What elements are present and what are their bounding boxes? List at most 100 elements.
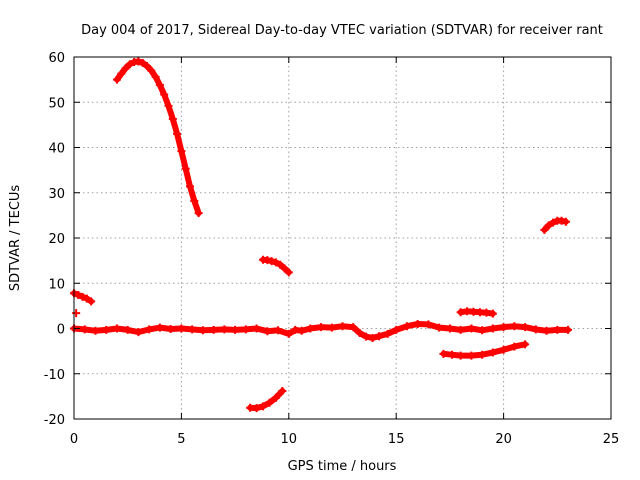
series-arc-morning xyxy=(112,57,203,218)
series-seg-late-low xyxy=(439,340,530,360)
data-point xyxy=(317,323,326,332)
data-point xyxy=(368,334,377,343)
data-point xyxy=(147,66,156,75)
y-tick-labels: -20 -10 0 10 20 30 40 50 60 xyxy=(44,51,65,428)
series-seg-mid xyxy=(259,255,293,277)
x-tick-label: 0 xyxy=(70,432,78,447)
data-point xyxy=(531,325,540,334)
y-tick-label: 10 xyxy=(48,277,65,292)
data-point xyxy=(123,325,132,334)
x-tick-labels: 0 5 10 15 20 25 xyxy=(70,432,619,447)
data-point xyxy=(125,60,134,69)
data-point xyxy=(177,147,186,156)
chart-title: Day 004 of 2017, Sidereal Day-to-day VTE… xyxy=(81,23,603,38)
y-tick-label: 0 xyxy=(57,323,65,338)
data-point xyxy=(561,217,570,226)
series-baseline xyxy=(70,319,573,343)
data-point xyxy=(112,75,121,84)
data-point xyxy=(448,350,457,359)
x-tick-label: 10 xyxy=(281,432,298,447)
data-point xyxy=(510,322,519,331)
data-point xyxy=(297,326,306,335)
data-point xyxy=(263,327,272,336)
data-point xyxy=(155,81,164,90)
data-point xyxy=(151,72,160,81)
data-point xyxy=(284,268,293,277)
data-point xyxy=(338,322,347,331)
data-point xyxy=(499,323,508,332)
data-point xyxy=(467,324,476,333)
data-point xyxy=(488,309,497,318)
data-point xyxy=(138,58,147,67)
x-tick-label: 20 xyxy=(495,432,512,447)
data-point xyxy=(402,322,411,331)
x-tick-label: 25 xyxy=(603,432,620,447)
series-dot-early xyxy=(72,309,81,318)
data-point xyxy=(271,258,280,267)
data-point xyxy=(241,325,250,334)
data-point xyxy=(375,332,384,341)
data-point xyxy=(355,329,364,338)
data-point xyxy=(145,325,154,334)
data-point xyxy=(549,218,558,227)
data-point xyxy=(456,325,465,334)
data-point xyxy=(173,129,182,138)
series-seg-late-mid xyxy=(456,307,497,318)
data-point xyxy=(188,325,197,334)
axes-frame xyxy=(73,56,612,420)
data-point xyxy=(252,324,261,333)
series-seg-dip xyxy=(246,386,287,413)
y-tick-label: 30 xyxy=(48,187,65,202)
y-tick-label: 60 xyxy=(48,51,65,66)
data-point xyxy=(220,325,229,334)
data-point xyxy=(280,264,289,273)
data-point xyxy=(540,225,549,234)
data-point xyxy=(542,326,551,335)
data-point xyxy=(82,294,91,303)
data-point xyxy=(435,323,444,332)
data-point xyxy=(553,325,562,334)
grid-lines xyxy=(74,57,611,419)
data-point xyxy=(362,332,371,341)
data-point xyxy=(185,182,194,191)
data-point xyxy=(278,386,287,395)
data-point xyxy=(284,329,293,338)
data-point xyxy=(231,325,240,334)
y-tick-label: 20 xyxy=(48,232,65,247)
y-tick-label: -10 xyxy=(44,368,65,383)
data-point xyxy=(488,324,497,333)
data-point xyxy=(181,164,190,173)
data-point xyxy=(274,326,283,335)
data-point xyxy=(439,349,448,358)
data-point xyxy=(478,326,487,335)
data-point xyxy=(259,402,268,411)
ticks xyxy=(73,56,612,420)
data-point xyxy=(392,325,401,334)
x-tick-label: 5 xyxy=(177,432,185,447)
data-point xyxy=(160,90,169,99)
data-point xyxy=(383,329,392,338)
data-point xyxy=(499,345,508,354)
data-point xyxy=(194,209,203,218)
data-point xyxy=(72,309,81,318)
data-point xyxy=(112,324,121,333)
y-tick-label: 50 xyxy=(48,96,65,111)
plot-area xyxy=(70,57,573,413)
data-point xyxy=(102,325,111,334)
data-point xyxy=(521,340,530,349)
data-point xyxy=(456,351,465,360)
data-point xyxy=(121,64,130,73)
data-point xyxy=(478,350,487,359)
data-point xyxy=(164,101,173,110)
data-point xyxy=(198,326,207,335)
data-point xyxy=(74,291,83,300)
data-point xyxy=(117,69,126,78)
data-point xyxy=(209,325,218,334)
data-point xyxy=(267,257,276,266)
data-point xyxy=(424,320,433,329)
data-point xyxy=(177,324,186,333)
data-point xyxy=(134,57,143,66)
data-point xyxy=(190,196,199,205)
data-point xyxy=(306,324,315,333)
